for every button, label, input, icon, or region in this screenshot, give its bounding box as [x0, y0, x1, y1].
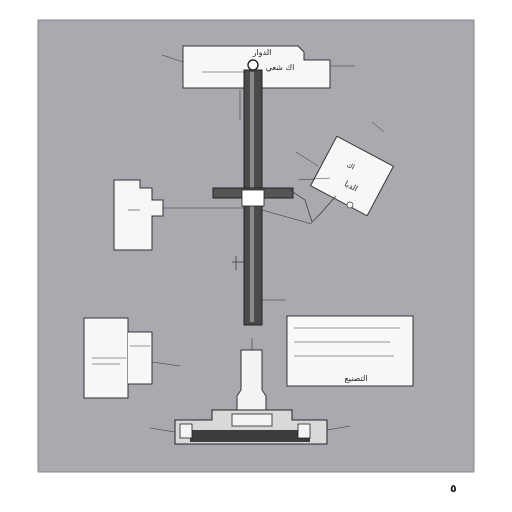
legend-title: التصنيع	[344, 374, 367, 383]
top-title: الدوار	[252, 48, 272, 57]
left-detail-panel	[113, 179, 164, 251]
note-leaders	[289, 121, 385, 223]
base-plate	[149, 409, 351, 445]
lower-left-detail	[83, 317, 181, 399]
legend-panel: التصنيع	[286, 315, 414, 387]
top-subtitle: اك شعي	[266, 63, 295, 72]
page-number: ٥	[450, 482, 457, 495]
note-label-a: اك	[345, 161, 356, 172]
tilted-note-card: اك الدبا	[309, 135, 395, 217]
top-cap: الدوار اك شعي	[161, 45, 355, 89]
shaft-marker	[232, 256, 286, 301]
crossbar	[163, 187, 313, 225]
